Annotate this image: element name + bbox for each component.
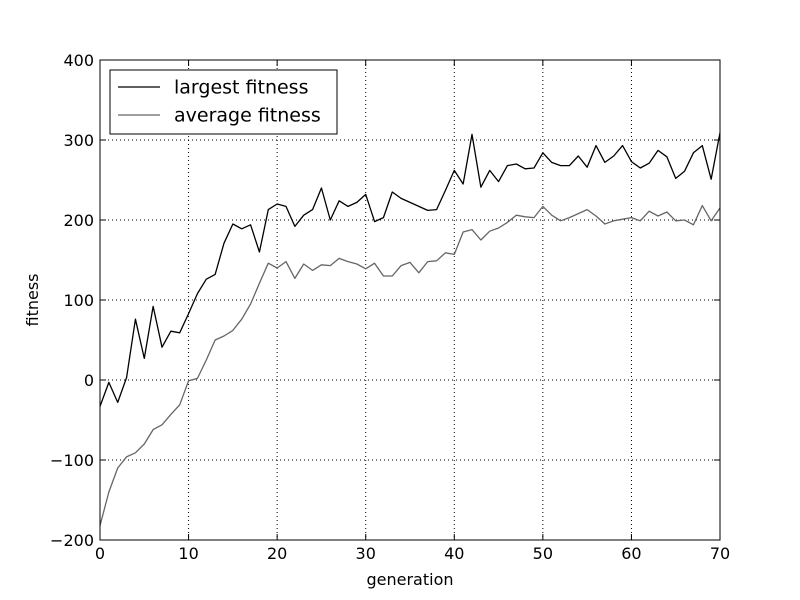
legend-label-largest-fitness: largest fitness bbox=[174, 77, 308, 99]
legend-label-average-fitness: average fitness bbox=[174, 105, 321, 127]
axis-labels-layer: generation fitness bbox=[23, 273, 454, 589]
x-tick-label: 10 bbox=[178, 544, 198, 563]
y-tick-label: −100 bbox=[50, 451, 94, 470]
x-tick-label: 30 bbox=[356, 544, 376, 563]
series-line-largest-fitness bbox=[99, 132, 721, 407]
x-axis-label: generation bbox=[366, 570, 453, 589]
y-axis-label: fitness bbox=[23, 273, 42, 326]
legend: largest fitness average fitness bbox=[109, 69, 338, 135]
x-tick-label: 20 bbox=[267, 544, 287, 563]
y-tick-label: 400 bbox=[63, 51, 94, 70]
y-tick-label: 300 bbox=[63, 131, 94, 150]
series-layer bbox=[99, 132, 721, 526]
y-tick-label: 100 bbox=[63, 291, 94, 310]
ticks-layer: 0 10 20 30 40 50 60 70 −200 −100 0 100 200 300 400 bbox=[50, 51, 730, 563]
y-tick-label: 200 bbox=[63, 211, 94, 230]
x-tick-label: 50 bbox=[533, 544, 553, 563]
series-line-average-fitness bbox=[99, 204, 721, 526]
x-tick-label: 0 bbox=[95, 544, 105, 563]
y-tick-label: 0 bbox=[84, 371, 94, 390]
x-tick-label: 40 bbox=[444, 544, 464, 563]
legend-box bbox=[109, 69, 338, 135]
x-tick-label: 70 bbox=[710, 544, 730, 563]
x-tick-label: 60 bbox=[621, 544, 641, 563]
grid-layer bbox=[100, 60, 720, 540]
y-tick-label: −200 bbox=[50, 531, 94, 550]
